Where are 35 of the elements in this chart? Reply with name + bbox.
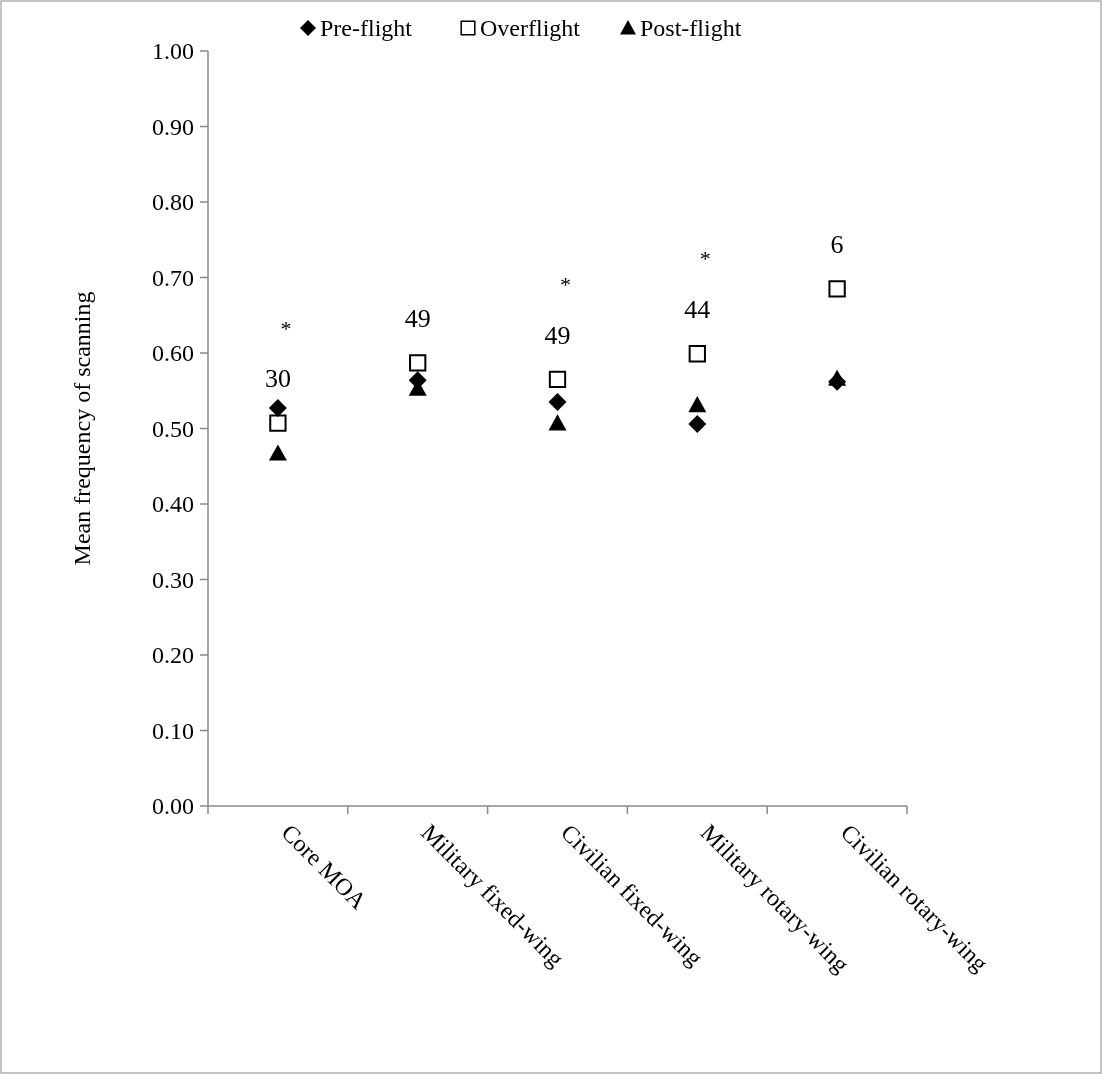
y-tick-label: 0.80 — [152, 189, 194, 216]
y-axis-title: Mean frequency of scanning — [69, 291, 95, 566]
annotation: 6 — [830, 229, 844, 259]
point — [828, 280, 846, 298]
annotation: 49 — [404, 303, 431, 333]
point — [548, 414, 567, 431]
y-tick-label: 0.20 — [152, 642, 194, 669]
point — [268, 444, 287, 461]
y-tick-label: 0.00 — [152, 793, 194, 820]
y-tick-label: 1.00 — [152, 38, 194, 65]
annotation: * — [699, 246, 711, 272]
y-tick-label: 0.60 — [152, 340, 194, 367]
annotation: 30 — [264, 364, 291, 394]
annotation: 44 — [684, 294, 711, 324]
legend-label: Overflight — [480, 15, 581, 42]
y-tick-label: 0.40 — [152, 491, 194, 518]
point — [688, 396, 707, 413]
legend-label: Pre-flight — [320, 15, 413, 42]
point — [688, 345, 706, 363]
y-tick-label: 0.30 — [152, 566, 194, 593]
y-tick-label: 0.90 — [152, 113, 194, 140]
point — [548, 370, 567, 389]
point — [269, 414, 287, 432]
point — [268, 399, 287, 418]
legend-label: Post-flight — [640, 15, 742, 42]
annotation: 49 — [544, 320, 571, 350]
annotation: * — [560, 272, 571, 298]
annotation: * — [280, 315, 292, 341]
y-tick-label: 0.70 — [152, 264, 194, 291]
point — [688, 414, 707, 433]
point — [548, 393, 567, 412]
y-tick-label: 0.10 — [152, 717, 194, 744]
point — [409, 354, 427, 372]
y-tick-label: 0.50 — [152, 415, 194, 442]
point — [828, 369, 847, 386]
